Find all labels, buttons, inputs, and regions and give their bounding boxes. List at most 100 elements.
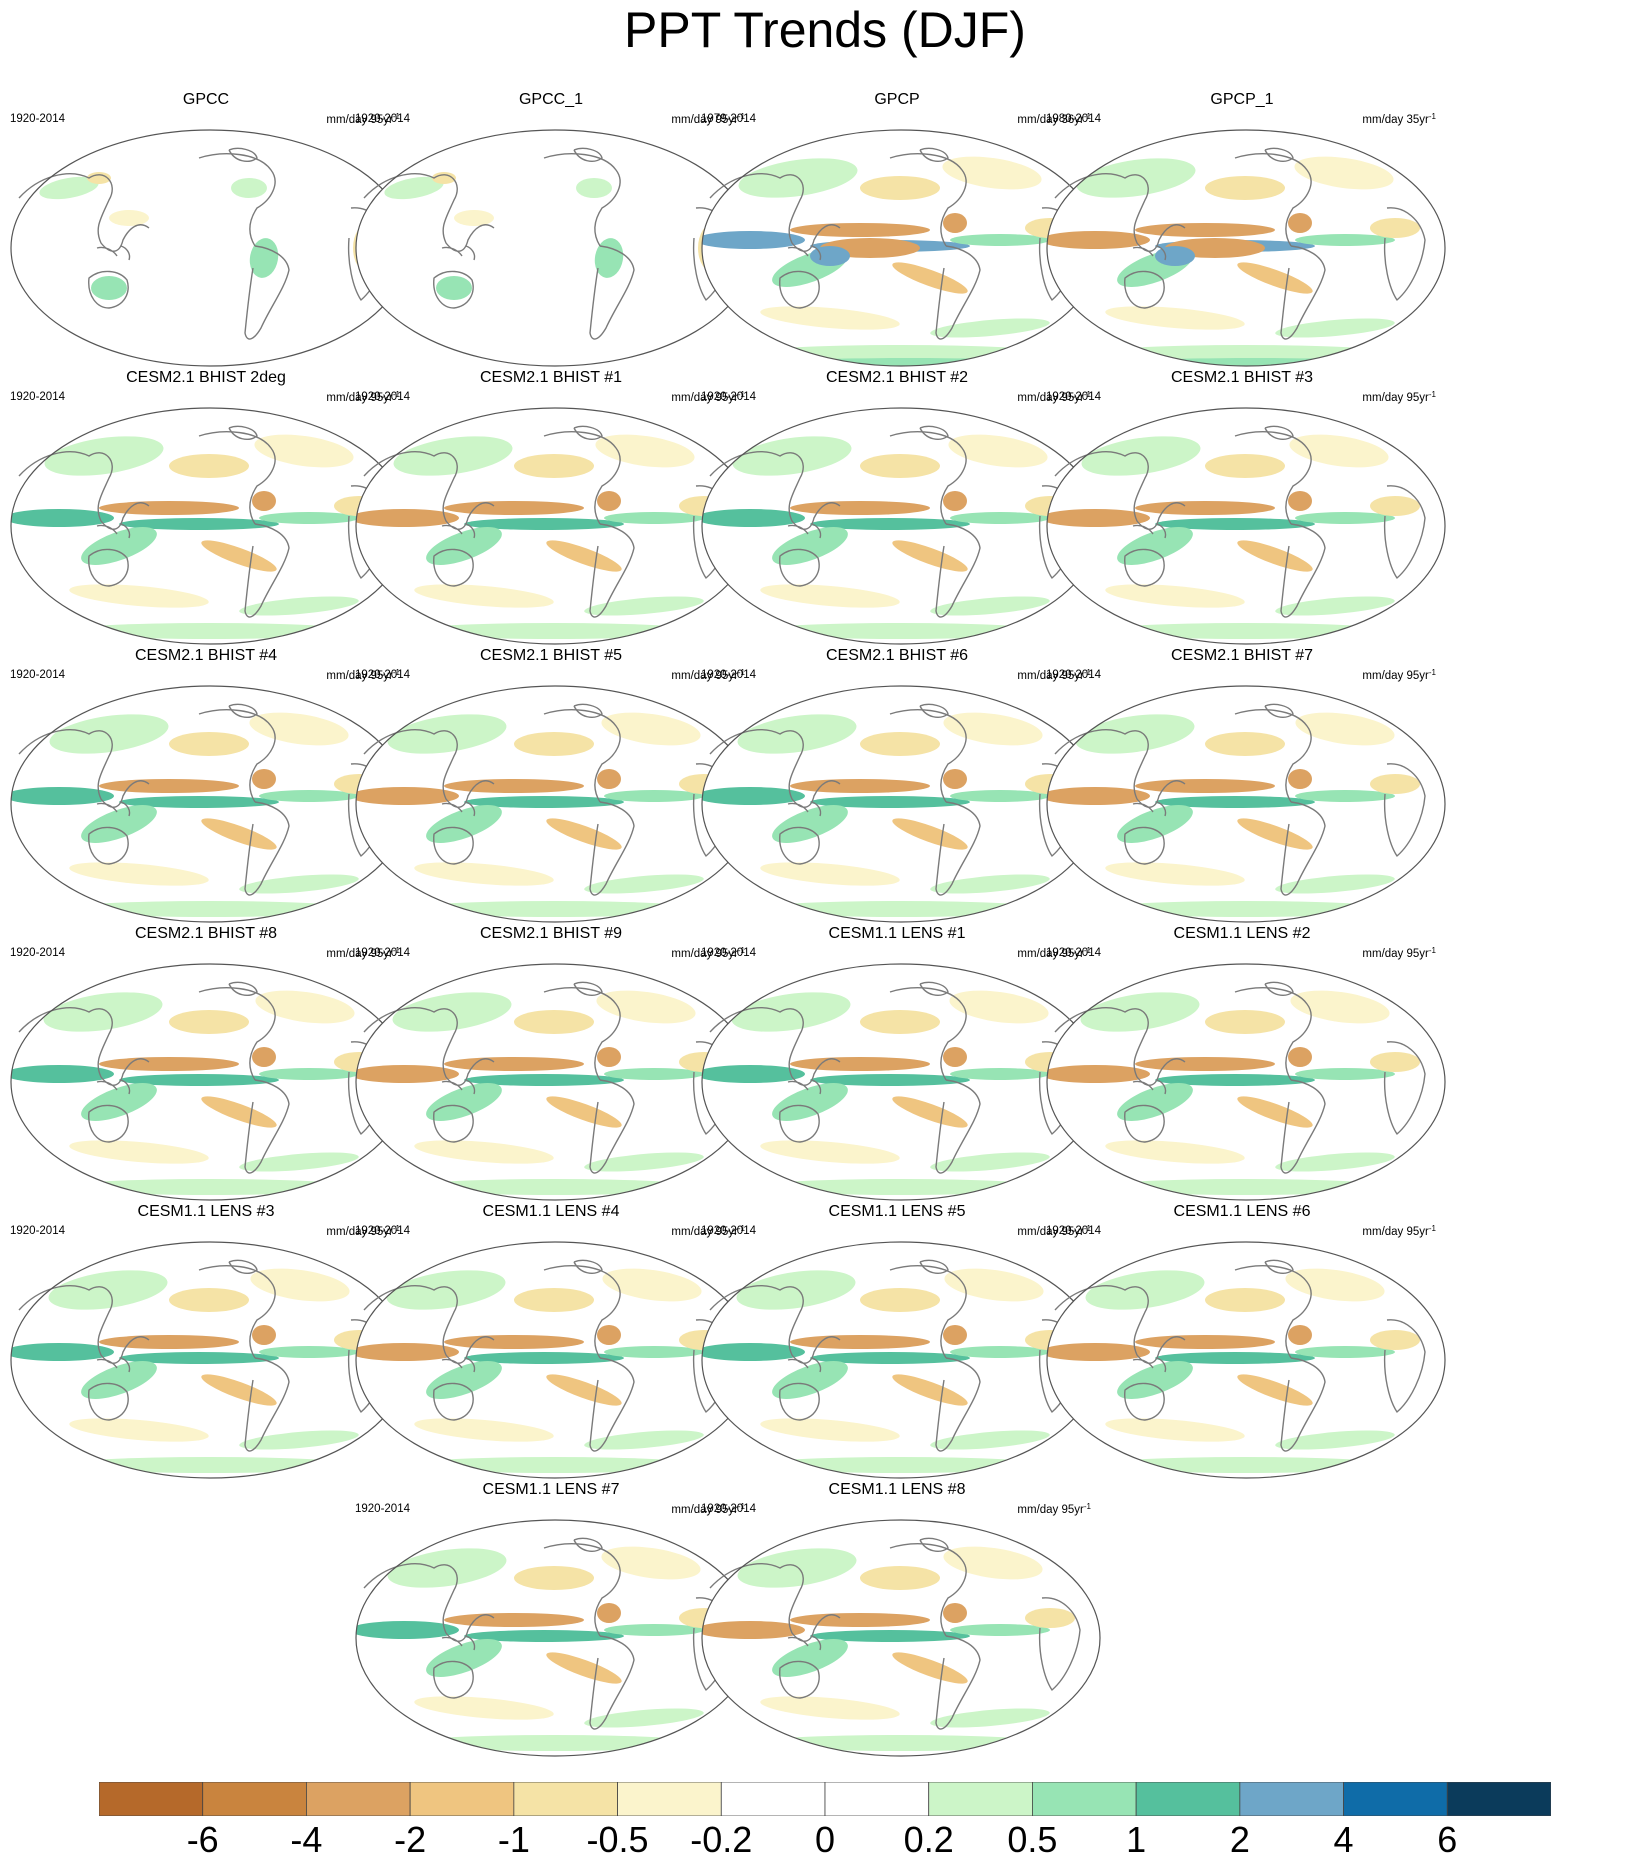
field-patch bbox=[81, 1083, 157, 1121]
panel-units: mm/day 95yr-1 bbox=[1017, 666, 1091, 683]
field-patch bbox=[1155, 1074, 1315, 1086]
field-patch bbox=[169, 732, 249, 756]
field-patch bbox=[384, 176, 444, 200]
units-exponent: -1 bbox=[392, 112, 400, 121]
field-patch bbox=[772, 1083, 848, 1121]
panel-title: CESM2.1 BHIST #2 bbox=[826, 369, 968, 386]
field-patch bbox=[1117, 527, 1193, 565]
coastline bbox=[1054, 729, 1186, 808]
units-exponent: -1 bbox=[737, 1224, 745, 1233]
coastline bbox=[88, 1104, 129, 1143]
field-patch bbox=[810, 1074, 970, 1086]
coastline bbox=[96, 1357, 131, 1373]
field-patch bbox=[1065, 358, 1445, 366]
panel-units: mm/day 95yr-1 bbox=[326, 388, 400, 405]
field-patch bbox=[1155, 518, 1315, 530]
field-patch bbox=[1288, 769, 1312, 789]
panel-period: 1920-2014 bbox=[701, 947, 756, 959]
map-panel: CESM2.1 BHIST #6 1920-2014 mm/day 95yr-1 bbox=[691, 646, 1103, 924]
field-patch bbox=[414, 1418, 554, 1442]
units-exponent: -1 bbox=[737, 390, 745, 399]
colorbar-swatch bbox=[1032, 1781, 1137, 1817]
panel-title: CESM2.1 BHIST 2deg bbox=[126, 369, 286, 386]
coastline bbox=[573, 1537, 603, 1552]
trend-field bbox=[356, 712, 729, 917]
field-patch bbox=[597, 491, 621, 511]
field-patch bbox=[11, 787, 114, 805]
coastline bbox=[589, 523, 635, 618]
panel-units: mm/day 36yr-1 bbox=[1017, 110, 1091, 127]
map-20 bbox=[355, 1519, 755, 1757]
field-patch bbox=[1370, 1052, 1420, 1072]
field-patch bbox=[1288, 1325, 1312, 1345]
panel-title: CESM1.1 LENS #2 bbox=[1173, 925, 1311, 942]
field-patch bbox=[436, 276, 472, 300]
field-patch bbox=[943, 712, 1043, 746]
field-patch bbox=[546, 1374, 622, 1406]
map-panel: GPCP_1 1980-2014 mm/day 35yr-1 bbox=[1036, 90, 1448, 368]
map-2 bbox=[701, 129, 1101, 367]
coastline bbox=[589, 1079, 635, 1174]
units-exponent: -1 bbox=[1083, 1224, 1091, 1233]
field-patch bbox=[1275, 596, 1395, 616]
field-patch bbox=[1237, 1374, 1313, 1406]
panel-period: 1920-2014 bbox=[355, 669, 410, 681]
panel-title: GPCC bbox=[182, 91, 230, 108]
coastline bbox=[1132, 245, 1167, 261]
field-patch bbox=[249, 238, 279, 278]
field-patch bbox=[702, 509, 805, 527]
colorbar-swatch bbox=[928, 1781, 1033, 1817]
map-11 bbox=[1046, 685, 1446, 923]
field-patch bbox=[1370, 774, 1420, 794]
map-panel: CESM2.1 BHIST #5 1920-2014 mm/day 95yr-1 bbox=[345, 646, 757, 924]
field-patch bbox=[1295, 234, 1395, 246]
panel-units: mm/day 95yr-1 bbox=[671, 944, 745, 961]
field-patch bbox=[604, 790, 704, 802]
trend-field bbox=[356, 990, 729, 1195]
field-patch bbox=[892, 540, 968, 572]
coastline bbox=[1234, 153, 1312, 247]
units-text: mm/day 95yr bbox=[326, 1226, 393, 1238]
field-patch bbox=[790, 1335, 930, 1349]
map-background bbox=[356, 130, 754, 366]
coastline bbox=[543, 431, 621, 525]
panel-period: 1920-2014 bbox=[10, 113, 65, 125]
field-patch bbox=[943, 769, 967, 789]
field-patch bbox=[259, 512, 359, 524]
map-12 bbox=[10, 963, 410, 1201]
field-patch bbox=[594, 238, 624, 278]
units-text: mm/day 35yr bbox=[1362, 114, 1429, 126]
field-patch bbox=[426, 1083, 502, 1121]
field-patch bbox=[1076, 158, 1196, 198]
field-patch bbox=[860, 1288, 940, 1312]
coastline bbox=[709, 451, 841, 530]
field-patch bbox=[760, 306, 900, 330]
field-patch bbox=[259, 790, 359, 802]
coastline bbox=[1234, 709, 1312, 803]
field-patch bbox=[1370, 218, 1420, 238]
panel-units: mm/day 95yr-1 bbox=[1017, 1222, 1091, 1239]
map-7 bbox=[1046, 407, 1446, 645]
field-patch bbox=[43, 992, 163, 1032]
coastline bbox=[433, 270, 474, 309]
field-patch bbox=[1135, 223, 1275, 237]
colorbar-tick-label: -0.5 bbox=[586, 1819, 649, 1860]
coastline bbox=[787, 245, 822, 261]
field-patch bbox=[930, 874, 1050, 894]
field-patch bbox=[1117, 805, 1193, 843]
panel-units: mm/day 95yr-1 bbox=[326, 1222, 400, 1239]
field-patch bbox=[737, 714, 857, 754]
coastline bbox=[18, 1285, 150, 1364]
panel-title: CESM2.1 BHIST #5 bbox=[480, 647, 622, 664]
colorbar-tick-label: 2 bbox=[1229, 1819, 1250, 1860]
field-patch bbox=[584, 874, 704, 894]
map-border bbox=[1046, 963, 1446, 1201]
field-patch bbox=[737, 1548, 857, 1588]
coastline bbox=[228, 1259, 258, 1274]
field-patch bbox=[584, 1708, 704, 1728]
field-patch bbox=[790, 1613, 930, 1627]
field-patch bbox=[259, 1068, 359, 1080]
field-patch bbox=[387, 1548, 507, 1588]
coastline bbox=[589, 1357, 635, 1452]
field-patch bbox=[702, 1065, 805, 1083]
